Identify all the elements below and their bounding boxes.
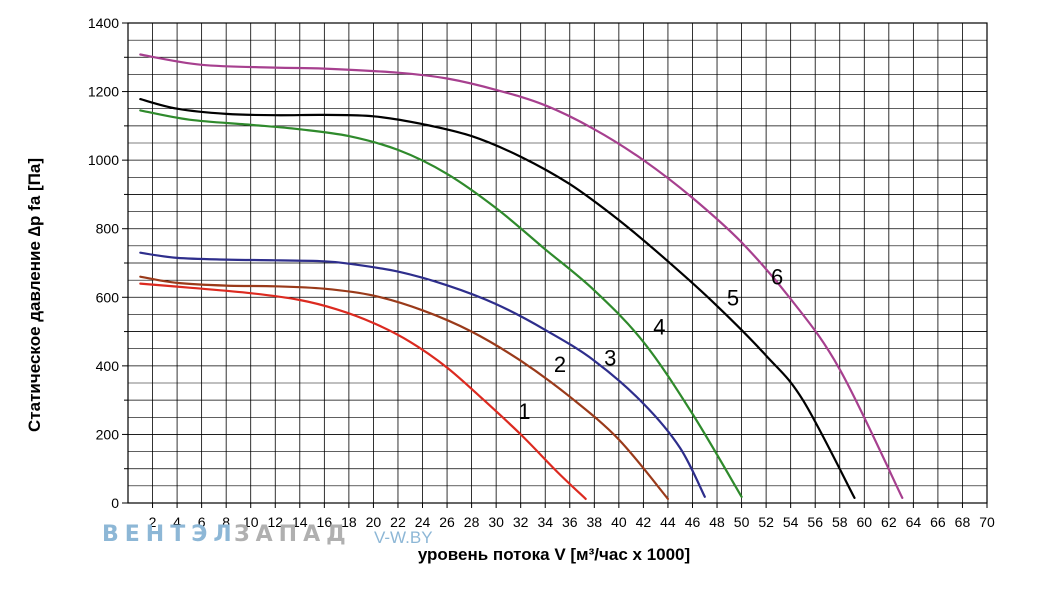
x-tick-label: 14: [292, 514, 308, 530]
x-tick-label: 70: [979, 514, 995, 530]
x-tick-label: 18: [341, 514, 357, 530]
y-tick-label: 200: [96, 426, 120, 442]
x-tick-label: 10: [243, 514, 259, 530]
major-gridlines: [128, 23, 987, 503]
x-tick-label: 66: [930, 514, 946, 530]
x-tick-label: 26: [439, 514, 455, 530]
y-tick-label: 400: [96, 358, 120, 374]
y-tick-label: 1000: [88, 152, 119, 168]
series-label-6: 6: [771, 265, 783, 290]
x-tick-label: 58: [832, 514, 848, 530]
x-tick-label: 44: [660, 514, 676, 530]
x-tick-label: 32: [513, 514, 529, 530]
series-label-2: 2: [554, 352, 566, 377]
x-tick-label: 4: [173, 514, 181, 530]
y-tick-label: 1200: [88, 84, 119, 100]
x-tick-label: 20: [366, 514, 382, 530]
x-tick-label: 24: [415, 514, 431, 530]
x-tick-label: 52: [758, 514, 774, 530]
y-tick-label: 600: [96, 289, 120, 305]
series-line-6: [139, 53, 904, 499]
x-tick-label: 46: [685, 514, 701, 530]
series-line-3: [139, 251, 706, 498]
x-tick-label: 22: [390, 514, 406, 530]
x-tick-label: 54: [783, 514, 799, 530]
x-axis-ticks: 2 4 6 8 10 12 14 16 18 20 22 24 26 28 30 32 34 36 38 40 42 44…: [149, 503, 995, 530]
x-tick-label: 64: [906, 514, 922, 530]
x-tick-label: 30: [488, 514, 504, 530]
x-tick-label: 50: [734, 514, 750, 530]
x-tick-label: 68: [955, 514, 971, 530]
watermark-site: V-W.BY: [374, 528, 433, 547]
series-label-4: 4: [653, 314, 665, 339]
x-tick-label: 34: [537, 514, 553, 530]
x-tick-label: 56: [807, 514, 823, 530]
x-tick-label: 60: [856, 514, 872, 530]
watermark-part1: ВЕНТЭЛ: [102, 522, 238, 547]
x-tick-label: 2: [149, 514, 157, 530]
x-tick-label: 6: [198, 514, 206, 530]
y-tick-label: 1400: [88, 15, 119, 31]
y-tick-label: 800: [96, 221, 120, 237]
y-axis-ticks: 0 200 400 600 800 1000 1200 1400: [88, 15, 128, 511]
series-label-1: 1: [518, 399, 530, 424]
x-axis-title: уровень потока V [м³/час х 1000]: [418, 545, 690, 564]
series-line-1: [139, 282, 587, 500]
x-tick-label: 48: [709, 514, 725, 530]
minor-gridlines: [128, 39, 987, 487]
x-tick-label: 28: [464, 514, 480, 530]
series-line-4: [139, 109, 743, 498]
x-tick-label: 40: [611, 514, 627, 530]
x-tick-label: 62: [881, 514, 897, 530]
x-tick-label: 8: [222, 514, 230, 530]
series-line-2: [139, 275, 669, 500]
series-labels: 12 3 4 5 6: [518, 265, 783, 424]
series-curves: [139, 53, 904, 500]
series-label-5: 5: [727, 285, 739, 310]
x-tick-label: 16: [317, 514, 333, 530]
x-tick-label: 12: [267, 514, 283, 530]
x-tick-label: 36: [562, 514, 578, 530]
y-tick-label: 0: [111, 495, 119, 511]
series-label-3: 3: [604, 345, 616, 370]
series-line-5: [139, 98, 856, 499]
x-tick-label: 38: [587, 514, 603, 530]
watermark-part2: ЗАПАД: [234, 522, 352, 547]
y-axis-title: Статическое давление ∆p fa [Па]: [25, 158, 44, 432]
x-tick-label: 42: [636, 514, 652, 530]
